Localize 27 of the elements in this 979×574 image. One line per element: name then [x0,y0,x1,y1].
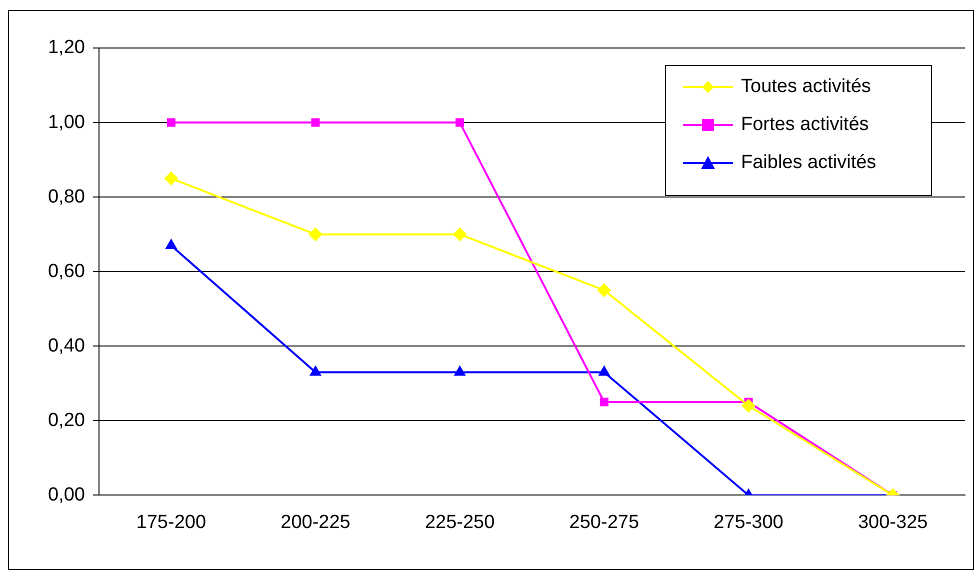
y-tick-label: 1,00 [48,112,85,133]
point [308,227,322,242]
point [456,118,464,127]
x-tick-label: 250-275 [569,512,640,533]
point [452,227,467,242]
legend-label: Faibles activités [741,152,876,174]
x-tick-label: 175-200 [136,512,206,533]
x-tick-label: 225-250 [424,512,495,533]
y-tick-label: 0,40 [48,335,85,356]
x-tick-label: 200-225 [280,512,350,533]
point [598,365,610,376]
point [454,365,466,376]
x-tick-label: 275-300 [714,512,784,533]
y-tick-label: 0,80 [48,186,85,208]
point [166,118,176,127]
legend-label: Toutes activités [741,76,871,98]
y-tick-label: 0,00 [48,484,85,506]
x-tick-label: 300-325 [858,512,928,533]
point [165,238,178,250]
legend-label: Fortes activités [741,114,869,136]
y-tick-label: 1,20 [48,37,85,58]
y-tick-label: 0,20 [48,410,85,431]
y-tick-label: 0,60 [48,260,85,282]
point [311,118,320,127]
point [164,171,178,186]
point [597,283,612,298]
point [309,365,322,376]
